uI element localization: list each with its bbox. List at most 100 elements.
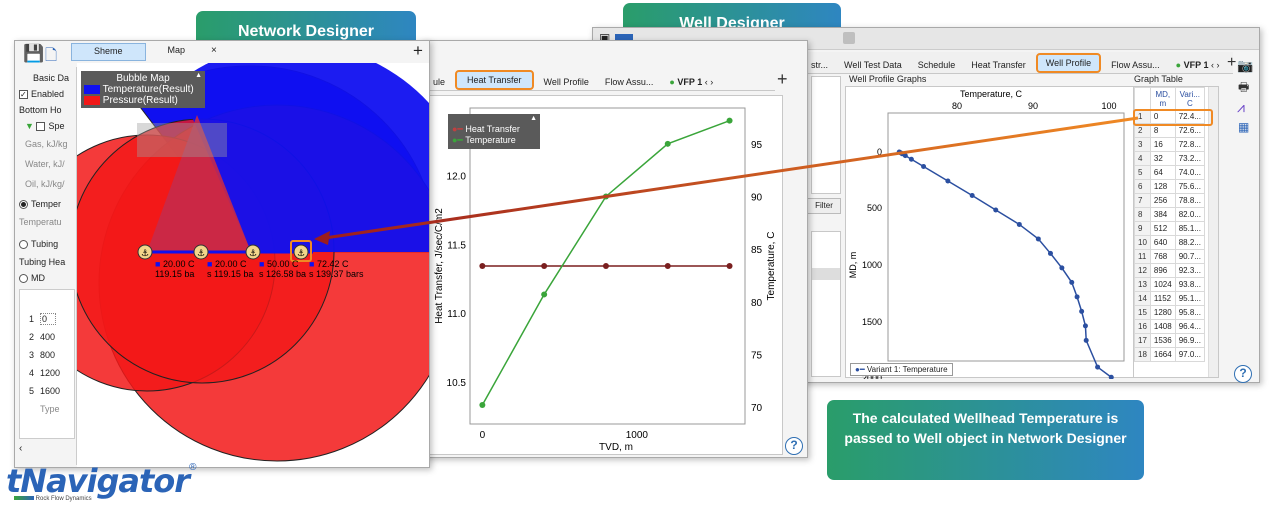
wp-point bbox=[1074, 294, 1080, 300]
tab-prefix[interactable]: str... bbox=[811, 60, 829, 70]
wp-ytick-1000: 1000 bbox=[862, 260, 882, 270]
tab-vfp-1[interactable]: ● VFP 1 ‹ › bbox=[1175, 60, 1220, 70]
heat-legend-item-temp: ●━ Temperature bbox=[452, 135, 516, 145]
graph-table-row[interactable]: 15 1280 95.8... bbox=[1134, 305, 1205, 320]
md-row[interactable]: 4 1200 bbox=[28, 368, 61, 378]
table-cell: 256 bbox=[1149, 193, 1176, 208]
graph-table-row[interactable]: 5 64 74.0... bbox=[1134, 165, 1205, 180]
graph-table-row[interactable]: 6 128 75.6... bbox=[1134, 179, 1205, 194]
graph-table-header[interactable]: Vari... C bbox=[1174, 87, 1205, 110]
graph-table-header[interactable] bbox=[1134, 87, 1151, 110]
tab-heat-transfer[interactable]: Heat Transfer bbox=[971, 60, 1026, 70]
wellhead-note: The calculated Wellhead Temperature is p… bbox=[827, 400, 1144, 480]
row-number: 7 bbox=[1134, 193, 1151, 208]
graph-table-scrollbar[interactable] bbox=[1208, 87, 1218, 377]
graph-table-row[interactable]: 3 16 72.8... bbox=[1134, 137, 1205, 152]
wp-xtick-80: 80 bbox=[952, 101, 962, 111]
graph-table-row[interactable]: 18 1664 97.0... bbox=[1134, 347, 1205, 362]
heat-legend-ht-marker: ●━ bbox=[452, 124, 463, 134]
tab-flow-assu-heat[interactable]: Flow Assu... bbox=[604, 77, 654, 87]
chart-icon[interactable]: ⩘ bbox=[1237, 99, 1245, 115]
new-file-icon[interactable]: 🗋 bbox=[45, 47, 58, 64]
tab-well-test-data[interactable]: Well Test Data bbox=[844, 60, 902, 70]
close-tab-icon[interactable]: × bbox=[211, 45, 217, 56]
well-profile-graphs-title: Well Profile Graphs bbox=[849, 74, 927, 84]
tab-map[interactable]: Map bbox=[167, 45, 186, 55]
camera-icon[interactable]: 📷 bbox=[1237, 58, 1254, 73]
temper-radio[interactable]: Temper bbox=[19, 199, 61, 210]
type-placeholder[interactable]: Type bbox=[40, 404, 60, 414]
md-radio[interactable]: MD bbox=[19, 273, 45, 284]
add-tab-net-icon[interactable]: + bbox=[413, 41, 423, 60]
md-row[interactable]: 5 1600 bbox=[28, 386, 61, 396]
well-icon-2[interactable] bbox=[193, 244, 209, 260]
filter-button[interactable]: Filter bbox=[807, 198, 841, 214]
save-icon-net[interactable]: 💾 bbox=[23, 44, 45, 63]
graph-table-row[interactable]: 9 512 85.1... bbox=[1134, 221, 1205, 236]
graph-table-row[interactable]: 16 1408 96.4... bbox=[1134, 319, 1205, 334]
logo-brand: tNavigator bbox=[6, 462, 190, 500]
heat-ytick-right: 75 bbox=[751, 351, 763, 362]
graph-table-row[interactable]: 11 768 90.7... bbox=[1134, 249, 1205, 264]
graph-table-row[interactable]: 13 1024 93.8... bbox=[1134, 277, 1205, 292]
tab-well-profile-heat[interactable]: Well Profile bbox=[543, 77, 589, 87]
graph-table-row[interactable]: 10 640 88.2... bbox=[1134, 235, 1205, 250]
tab-vfp-1-heat[interactable]: ● VFP 1 ‹ › bbox=[669, 77, 714, 87]
row-number: 18 bbox=[1134, 347, 1151, 362]
enabled-checkbox[interactable]: ✓ Enabled bbox=[19, 89, 65, 100]
tubing-radio[interactable]: Tubing bbox=[19, 239, 58, 250]
graph-table-row[interactable]: 12 896 92.3... bbox=[1134, 263, 1205, 278]
add-tab-heat-icon[interactable]: + bbox=[777, 69, 788, 89]
tab-flow-assurance[interactable]: Flow Assu... bbox=[1111, 60, 1160, 70]
heat-help-icon[interactable]: ? bbox=[785, 437, 803, 455]
point-temperature bbox=[541, 291, 548, 298]
tab-schedule-stub[interactable]: ule bbox=[433, 77, 446, 87]
graph-table-row[interactable]: 8 384 82.0... bbox=[1134, 207, 1205, 222]
table-icon[interactable]: ▦ bbox=[1238, 120, 1250, 134]
graph-table-row[interactable]: 1 0 72.4... bbox=[1134, 109, 1205, 124]
oil-field-label: Oil, kJ/kg/ bbox=[25, 179, 65, 189]
wp-point bbox=[921, 163, 927, 169]
tab-heat-transfer-selected[interactable]: Heat Transfer bbox=[455, 70, 534, 90]
graph-table-header[interactable]: MD, m bbox=[1149, 87, 1176, 110]
add-tab-icon[interactable]: + bbox=[1227, 54, 1237, 71]
net-left-panel: Basic Da ✓ Enabled Bottom Ho ▼ Spe Gas, k… bbox=[17, 67, 77, 465]
first-row-highlight bbox=[1133, 109, 1213, 126]
row-number: 11 bbox=[1134, 249, 1151, 264]
wp-plot-frame bbox=[887, 112, 1125, 362]
point-temperature bbox=[602, 193, 609, 200]
row-number: 12 bbox=[1134, 263, 1151, 278]
heat-ylabel-left: Heat Transfer, J/sec/C/m2 bbox=[434, 208, 445, 324]
point-heat-transfer bbox=[479, 263, 486, 269]
tab-well-profile[interactable]: Well Profile bbox=[1035, 53, 1102, 73]
green-dot-icon: ● bbox=[1175, 60, 1182, 70]
well-icon-3[interactable] bbox=[245, 244, 261, 260]
md-radio-icon bbox=[19, 274, 28, 284]
md-row[interactable]: 3 800 bbox=[28, 350, 56, 360]
table-cell: 96.4... bbox=[1174, 319, 1205, 334]
graph-table-row[interactable]: 17 1536 96.9... bbox=[1134, 333, 1205, 348]
row-number: 8 bbox=[1134, 207, 1151, 222]
graph-table-row[interactable]: 14 1152 95.1... bbox=[1134, 291, 1205, 306]
tab-schedule[interactable]: Schedule bbox=[917, 60, 956, 70]
table-cell: 72.4... bbox=[1174, 109, 1205, 124]
graph-table-row[interactable]: 4 32 73.2... bbox=[1134, 151, 1205, 166]
graph-table-row[interactable]: 7 256 78.8... bbox=[1134, 193, 1205, 208]
md-row[interactable]: 2 400 bbox=[28, 332, 56, 342]
tab-sheme[interactable]: Sheme bbox=[71, 43, 146, 61]
bubble-legend-item-temp: Temperature(Result) bbox=[84, 84, 202, 95]
wp-point bbox=[908, 156, 914, 162]
printer-icon[interactable]: 🖶 bbox=[1238, 80, 1250, 94]
row-number: 17 bbox=[1134, 333, 1151, 348]
tnavigator-logo: tNavigator® Rock Flow Dynamics bbox=[6, 462, 196, 506]
basic-data-tab[interactable]: Basic Da bbox=[33, 73, 70, 83]
wp-legend: ●━ Variant 1: Temperature bbox=[850, 363, 953, 376]
save-icon[interactable]: ▣ bbox=[599, 31, 611, 45]
spec-checkbox[interactable]: ▼ Spe bbox=[25, 121, 65, 132]
well-icon-4[interactable] bbox=[293, 244, 309, 260]
left-scroll-arrow-icon[interactable]: ‹ bbox=[19, 443, 23, 454]
well-help-icon[interactable]: ? bbox=[1234, 365, 1252, 383]
well-icon-1[interactable] bbox=[137, 244, 153, 260]
